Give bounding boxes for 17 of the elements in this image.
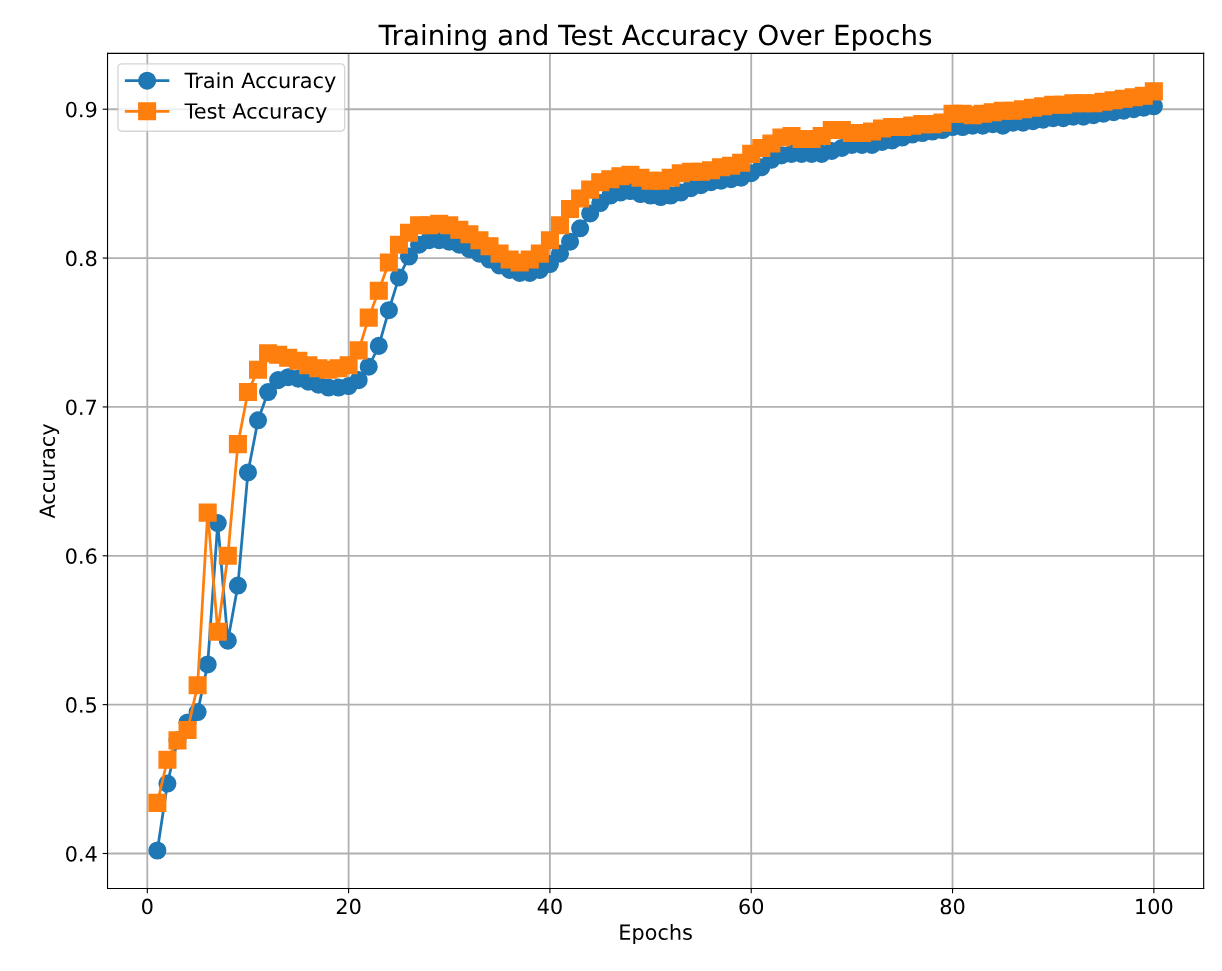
x-tick-label: 40 — [537, 898, 562, 915]
y-tick-label: 0.9 — [66, 101, 97, 118]
x-tick-label: 60 — [739, 898, 764, 915]
legend-label: Test Accuracy — [184, 103, 327, 123]
y-tick-label: 0.5 — [66, 697, 96, 713]
y-axis-title: Accuracy — [39, 424, 60, 519]
y-tick-label: 0.4 — [66, 845, 97, 862]
x-tick-label: 80 — [940, 898, 965, 915]
x-axis-title: Epochs — [620, 923, 692, 945]
x-tick-label: 0 — [142, 898, 153, 915]
y-tick-label: 0.6 — [66, 548, 97, 564]
y-tick-label: 0.8 — [66, 250, 97, 267]
x-tick-label: 20 — [336, 898, 361, 915]
y-tick-label: 0.7 — [66, 399, 97, 416]
legend-label: Train Accuracy — [184, 72, 336, 93]
x-tick-label: 100 — [1136, 898, 1173, 915]
chart-title: Training and Test Accuracy Over Epochs — [378, 23, 932, 51]
